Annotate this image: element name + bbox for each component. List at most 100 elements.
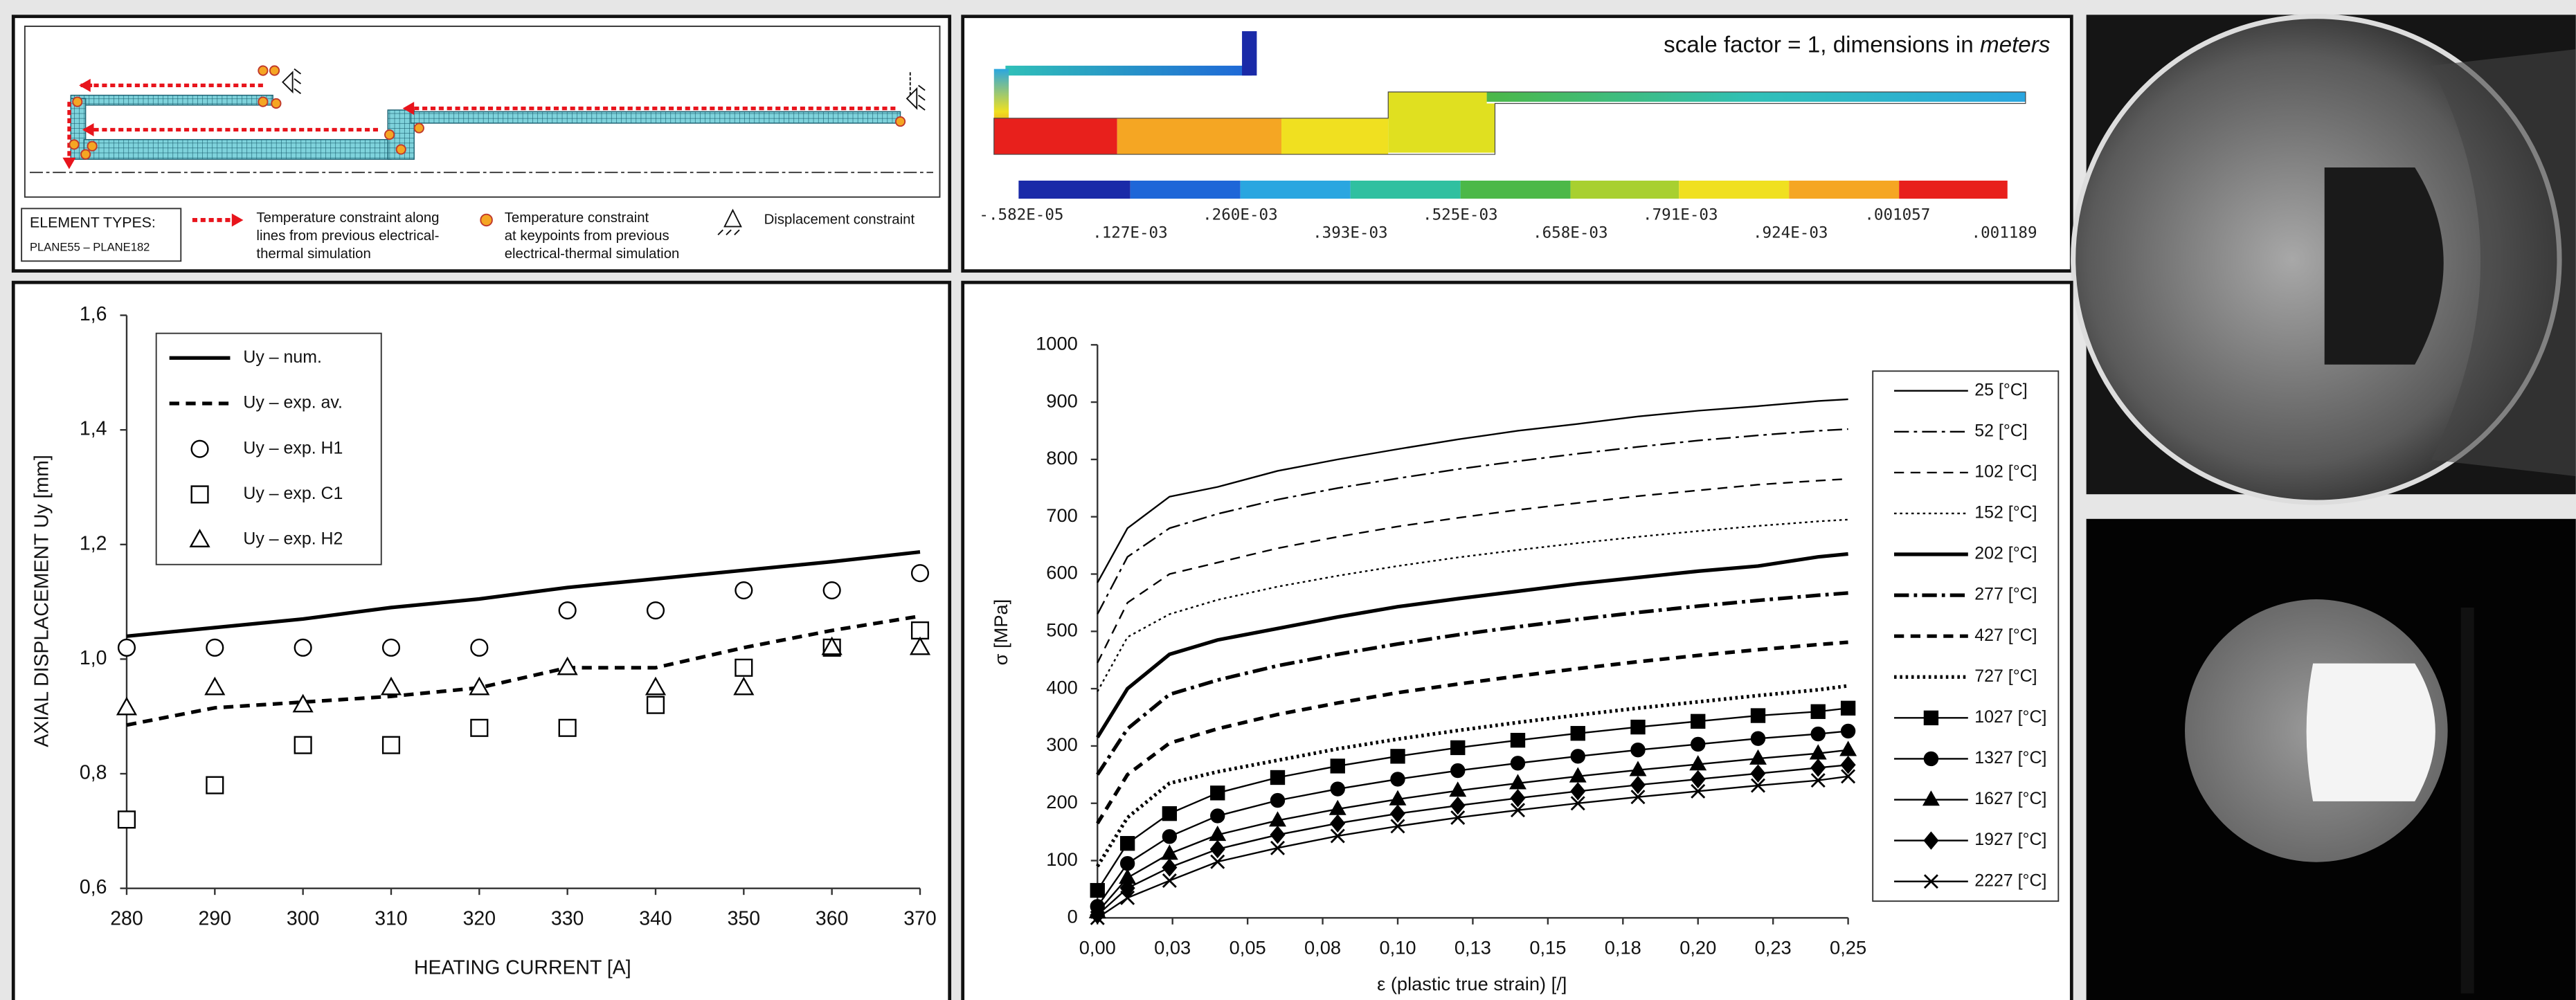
marker xyxy=(1810,773,1826,788)
series-line xyxy=(126,549,921,638)
annotation: scale factor = 1, dimensions in meters xyxy=(1664,32,2050,57)
marker xyxy=(1841,769,1856,784)
legend-marker xyxy=(1923,831,1939,850)
marker xyxy=(1119,836,1135,851)
marker xyxy=(380,676,402,696)
colorbar-label: .127E-03 xyxy=(1092,224,1168,242)
legend-marker xyxy=(190,485,209,504)
y-tick-label: 400 xyxy=(1046,676,1078,698)
marker xyxy=(1691,736,1706,752)
marker xyxy=(206,776,224,794)
marker xyxy=(910,621,930,640)
marker xyxy=(1119,856,1135,871)
marker xyxy=(1750,731,1766,746)
marker xyxy=(822,581,841,600)
y-tick-label: 0 xyxy=(1068,906,1078,927)
colorbar-label: .924E-03 xyxy=(1753,224,1828,242)
marker xyxy=(1210,854,1225,869)
marker xyxy=(1090,910,1105,925)
marker xyxy=(1449,781,1467,797)
series-line xyxy=(126,614,921,727)
y-tick-label: 1,4 xyxy=(80,418,107,440)
marker xyxy=(1570,726,1585,741)
colorbar-label: .791E-03 xyxy=(1643,206,1718,224)
y-tick-label: 1,6 xyxy=(80,303,107,325)
legend-text: thermal simulation xyxy=(256,246,370,262)
x-tick-label: 350 xyxy=(728,907,761,929)
photo-top xyxy=(2071,14,2576,505)
marker xyxy=(1810,704,1826,719)
marker xyxy=(1810,758,1826,777)
legend-label: 1327 [°C] xyxy=(1974,748,2046,767)
marker xyxy=(646,696,665,714)
colorbar xyxy=(1018,181,2008,199)
marker xyxy=(1390,749,1405,764)
marker xyxy=(1450,740,1466,756)
marker xyxy=(1162,873,1177,889)
annotation-unit: meters xyxy=(1980,32,2050,57)
y-tick-label: 800 xyxy=(1046,447,1078,469)
marker xyxy=(1689,755,1707,771)
legend-label: Uy – exp. H1 xyxy=(243,438,343,457)
legend-label: 727 [°C] xyxy=(1974,666,2037,686)
legend-text: Displacement constraint xyxy=(764,212,915,227)
series-line xyxy=(1097,398,1848,583)
marker xyxy=(117,638,136,657)
y-tick-label: 100 xyxy=(1046,848,1078,870)
legend-text: lines from previous electrical- xyxy=(256,228,439,244)
marker xyxy=(1839,740,1857,756)
x-tick-label: 280 xyxy=(110,907,143,929)
marker xyxy=(1330,758,1345,774)
legend-label: 1627 [°C] xyxy=(1974,789,2046,808)
legend-label: 1927 [°C] xyxy=(1974,830,2046,849)
marker xyxy=(910,564,930,583)
marker xyxy=(1162,806,1178,821)
series-line xyxy=(1096,552,1848,738)
y-tick-label: 700 xyxy=(1046,504,1078,526)
colorbar-label: -.582E-05 xyxy=(979,206,1063,224)
series-line xyxy=(1097,518,1848,692)
x-tick-label: 0,08 xyxy=(1304,937,1341,958)
marker xyxy=(1270,792,1286,808)
marker xyxy=(646,601,665,620)
marker xyxy=(1509,774,1526,790)
legend-marker xyxy=(1922,790,1940,806)
x-tick-label: 0,15 xyxy=(1529,937,1566,958)
legend-label: 152 [°C] xyxy=(1974,503,2037,522)
contour-panel: scale factor = 1, dimensions in meters -… xyxy=(961,15,2073,273)
legend-text: Temperature constraint along xyxy=(256,210,439,226)
element-types-box xyxy=(21,208,182,262)
marker xyxy=(1510,803,1525,818)
marker xyxy=(1690,770,1706,789)
marker xyxy=(294,736,312,754)
x-tick-label: 300 xyxy=(287,907,320,929)
marker xyxy=(469,676,490,696)
marker xyxy=(1630,743,1646,758)
marker xyxy=(1450,763,1466,779)
legend-keypoint xyxy=(480,213,493,227)
legend-marker xyxy=(190,439,209,458)
marker xyxy=(1270,826,1286,844)
marker xyxy=(1750,708,1766,723)
marker xyxy=(381,638,401,657)
x-tick-label: 360 xyxy=(816,907,849,929)
legend-arrowhead xyxy=(231,213,244,227)
x-tick-label: 330 xyxy=(551,907,584,929)
keypoint-constraints xyxy=(69,65,906,160)
element-types: PLANE55 – PLANE182 xyxy=(30,241,150,254)
x-axis-label: ε (plastic true strain) [/] xyxy=(1377,973,1567,994)
legend-label: Uy – num. xyxy=(243,347,322,367)
legend-label: 277 [°C] xyxy=(1974,585,2037,604)
legend-marker xyxy=(189,529,210,547)
y-tick-label: 1,2 xyxy=(80,532,107,554)
legend-marker xyxy=(1923,751,1939,767)
marker xyxy=(1450,796,1466,815)
marker xyxy=(1510,756,1526,771)
x-tick-label: 320 xyxy=(463,907,496,929)
marker xyxy=(1209,839,1225,859)
legend-text: Temperature constraint xyxy=(505,210,649,226)
series-line xyxy=(1096,684,1848,868)
colorbar-label: .658E-03 xyxy=(1533,224,1608,242)
y-tick-label: 1,0 xyxy=(80,647,107,669)
series-line xyxy=(1097,428,1848,615)
